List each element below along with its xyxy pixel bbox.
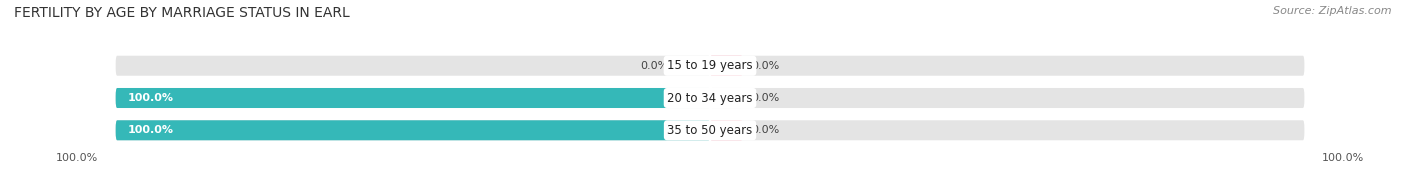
FancyBboxPatch shape [710,120,1305,140]
FancyBboxPatch shape [115,88,710,108]
FancyBboxPatch shape [710,56,1305,76]
Text: 20 to 34 years: 20 to 34 years [668,92,752,104]
Text: 0.0%: 0.0% [752,125,780,135]
Text: 15 to 19 years: 15 to 19 years [668,59,752,72]
FancyBboxPatch shape [710,120,742,140]
Text: 100.0%: 100.0% [1322,153,1364,163]
FancyBboxPatch shape [115,120,710,140]
Text: 100.0%: 100.0% [56,153,98,163]
FancyBboxPatch shape [710,88,742,108]
FancyBboxPatch shape [710,56,742,76]
FancyBboxPatch shape [115,56,710,76]
Text: Source: ZipAtlas.com: Source: ZipAtlas.com [1274,6,1392,16]
FancyBboxPatch shape [115,88,710,108]
Text: 0.0%: 0.0% [752,61,780,71]
FancyBboxPatch shape [115,120,710,140]
Text: 0.0%: 0.0% [752,93,780,103]
FancyBboxPatch shape [710,88,1305,108]
Text: 0.0%: 0.0% [640,61,668,71]
Text: 35 to 50 years: 35 to 50 years [668,124,752,137]
Text: 100.0%: 100.0% [128,93,173,103]
Text: FERTILITY BY AGE BY MARRIAGE STATUS IN EARL: FERTILITY BY AGE BY MARRIAGE STATUS IN E… [14,6,350,20]
Text: 100.0%: 100.0% [128,125,173,135]
